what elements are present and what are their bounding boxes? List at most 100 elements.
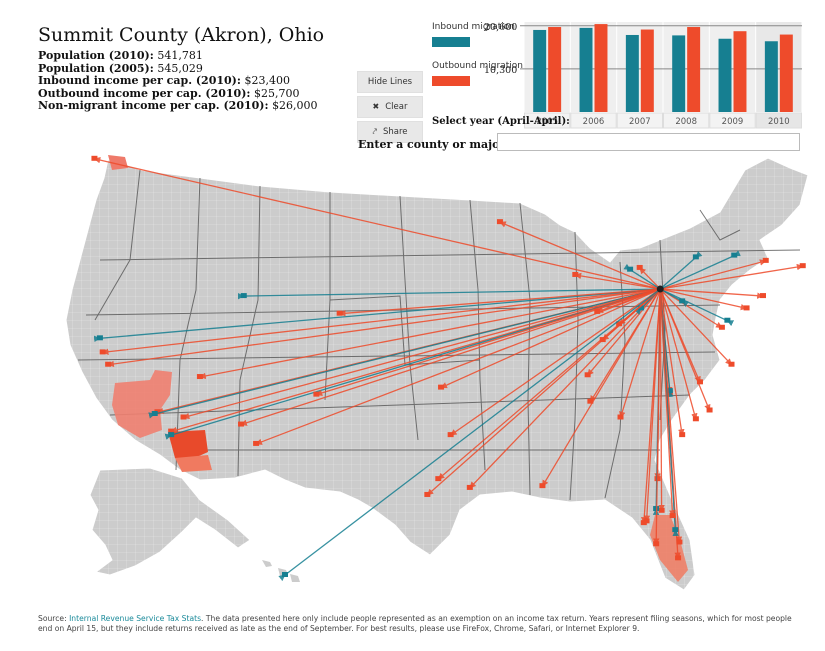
outbound-flow-line-14[interactable]	[339, 288, 661, 317]
outbound-flow-line-49[interactable]	[658, 289, 665, 512]
outbound-flow-line-23[interactable]	[619, 288, 661, 419]
destination-county[interactable]	[96, 335, 103, 341]
origin-marker[interactable]	[656, 285, 664, 293]
destination-county[interactable]	[672, 527, 679, 533]
destination-county[interactable]	[196, 374, 203, 380]
destination-county[interactable]	[616, 321, 623, 327]
destination-county[interactable]	[572, 271, 579, 277]
outbound-flow-line-3[interactable]	[107, 288, 661, 368]
year-tab-2008[interactable]	[663, 112, 710, 129]
inbound-flow-line-47[interactable]	[659, 288, 689, 308]
us-migration-map[interactable]	[0, 145, 825, 605]
inbound-flow-line-2[interactable]	[93, 288, 661, 343]
outbound-flow-line-46[interactable]	[602, 288, 661, 341]
outbound-bar-2005[interactable]	[548, 27, 562, 113]
destination-county[interactable]	[105, 361, 112, 367]
outbound-bar-2010[interactable]	[779, 34, 793, 113]
destination-county[interactable]	[599, 337, 606, 343]
inbound-flow-line-7[interactable]	[164, 288, 661, 440]
destination-county[interactable]	[447, 432, 454, 438]
outbound-flow-line-28[interactable]	[659, 288, 698, 420]
outbound-flow-line-35[interactable]	[660, 288, 764, 299]
destination-county[interactable]	[587, 398, 594, 404]
year-tab-2007[interactable]	[616, 112, 664, 129]
outbound-flow-line-13[interactable]	[315, 288, 661, 397]
destination-county[interactable]	[640, 520, 647, 526]
destination-county[interactable]	[666, 388, 673, 394]
destination-county[interactable]	[336, 310, 343, 316]
outbound-flow-line-53[interactable]	[652, 289, 661, 545]
destination-county[interactable]	[282, 572, 288, 577]
outbound-flow-line-8[interactable]	[182, 288, 661, 420]
x-tick-label[interactable]: 2007	[629, 117, 651, 127]
outbound-flow-line-15[interactable]	[440, 288, 661, 389]
outbound-flow-line-41[interactable]	[639, 267, 661, 290]
destination-county[interactable]	[99, 349, 106, 355]
source-link[interactable]: Internal Revenue Service Tax Stats	[69, 614, 202, 623]
destination-county[interactable]	[539, 483, 546, 489]
outbound-flow-line-34[interactable]	[660, 288, 748, 311]
destination-county[interactable]	[799, 263, 806, 269]
year-column-2009[interactable]	[709, 22, 756, 112]
destination-county[interactable]	[692, 254, 699, 260]
inbound-flow-line-33[interactable]	[659, 288, 735, 327]
outbound-flow-line-18[interactable]	[469, 288, 661, 489]
inbound-bar-2009[interactable]	[718, 38, 732, 112]
hide-lines-button[interactable]: Hide Lines	[357, 71, 423, 93]
year-tab-2010[interactable]	[755, 112, 802, 129]
outbound-flow-line-22[interactable]	[587, 288, 661, 376]
x-tick-label[interactable]: 2010	[768, 117, 790, 127]
destination-county[interactable]	[168, 428, 175, 434]
inbound-flow-line-12[interactable]	[237, 288, 661, 300]
year-tab-2005[interactable]	[524, 112, 571, 129]
outbound-flow-line-1[interactable]	[102, 288, 661, 355]
inbound-flow-line-38[interactable]	[659, 250, 741, 290]
outbound-flow-line-16[interactable]	[450, 288, 661, 436]
outbound-flow-line-45[interactable]	[596, 288, 661, 313]
destination-county[interactable]	[692, 416, 699, 422]
outbound-flow-line-36[interactable]	[660, 263, 804, 290]
outbound-bar-2006[interactable]	[594, 24, 608, 112]
destination-county[interactable]	[706, 407, 713, 413]
destination-county[interactable]	[696, 379, 703, 385]
destination-county[interactable]	[496, 219, 503, 225]
county-search-input[interactable]	[497, 133, 800, 151]
outbound-flow-line-24[interactable]	[589, 288, 661, 403]
outbound-flow-line-31[interactable]	[659, 288, 732, 366]
destination-county[interactable]	[253, 440, 260, 446]
destination-county[interactable]	[731, 252, 738, 258]
x-tick-label[interactable]: 2009	[722, 117, 744, 127]
year-tab-2009[interactable]	[709, 112, 756, 129]
inbound-flow-line-58[interactable]	[278, 288, 661, 582]
outbound-flow-line-37[interactable]	[660, 259, 767, 290]
destination-county[interactable]	[91, 155, 98, 161]
year-column-2010[interactable]	[756, 22, 802, 112]
clear-button[interactable]: ✖ Clear	[357, 96, 423, 118]
destination-county[interactable]	[180, 414, 187, 420]
destination-county[interactable]	[658, 507, 665, 513]
outbound-bar-2009[interactable]	[733, 31, 747, 112]
destination-county[interactable]	[760, 293, 766, 299]
outbound-flow-line-10[interactable]	[255, 288, 661, 445]
outbound-bar-2008[interactable]	[687, 27, 701, 113]
outbound-flow-line-20[interactable]	[499, 221, 661, 290]
x-tick-label[interactable]: 2005	[536, 117, 558, 127]
destination-county[interactable]	[762, 257, 769, 263]
inbound-flow-line-5[interactable]	[148, 288, 661, 419]
year-column-2008[interactable]	[663, 22, 709, 112]
inbound-bar-2005[interactable]	[533, 29, 547, 112]
outbound-flow-line-30[interactable]	[659, 288, 701, 383]
share-button[interactable]: ⤤ Share	[357, 121, 423, 143]
inbound-bar-2006[interactable]	[579, 27, 593, 112]
inbound-bar-2010[interactable]	[764, 41, 778, 112]
year-tab-2006[interactable]	[570, 112, 617, 129]
destination-county[interactable]	[617, 414, 624, 420]
destination-county[interactable]	[679, 298, 686, 304]
outbound-bar-2007[interactable]	[640, 29, 654, 113]
outbound-flow-line-57[interactable]	[659, 289, 676, 517]
destination-county[interactable]	[313, 391, 320, 397]
destination-county[interactable]	[594, 308, 601, 314]
destination-county[interactable]	[743, 305, 750, 311]
year-column-2006[interactable]	[570, 22, 617, 112]
destination-county[interactable]	[636, 264, 643, 270]
